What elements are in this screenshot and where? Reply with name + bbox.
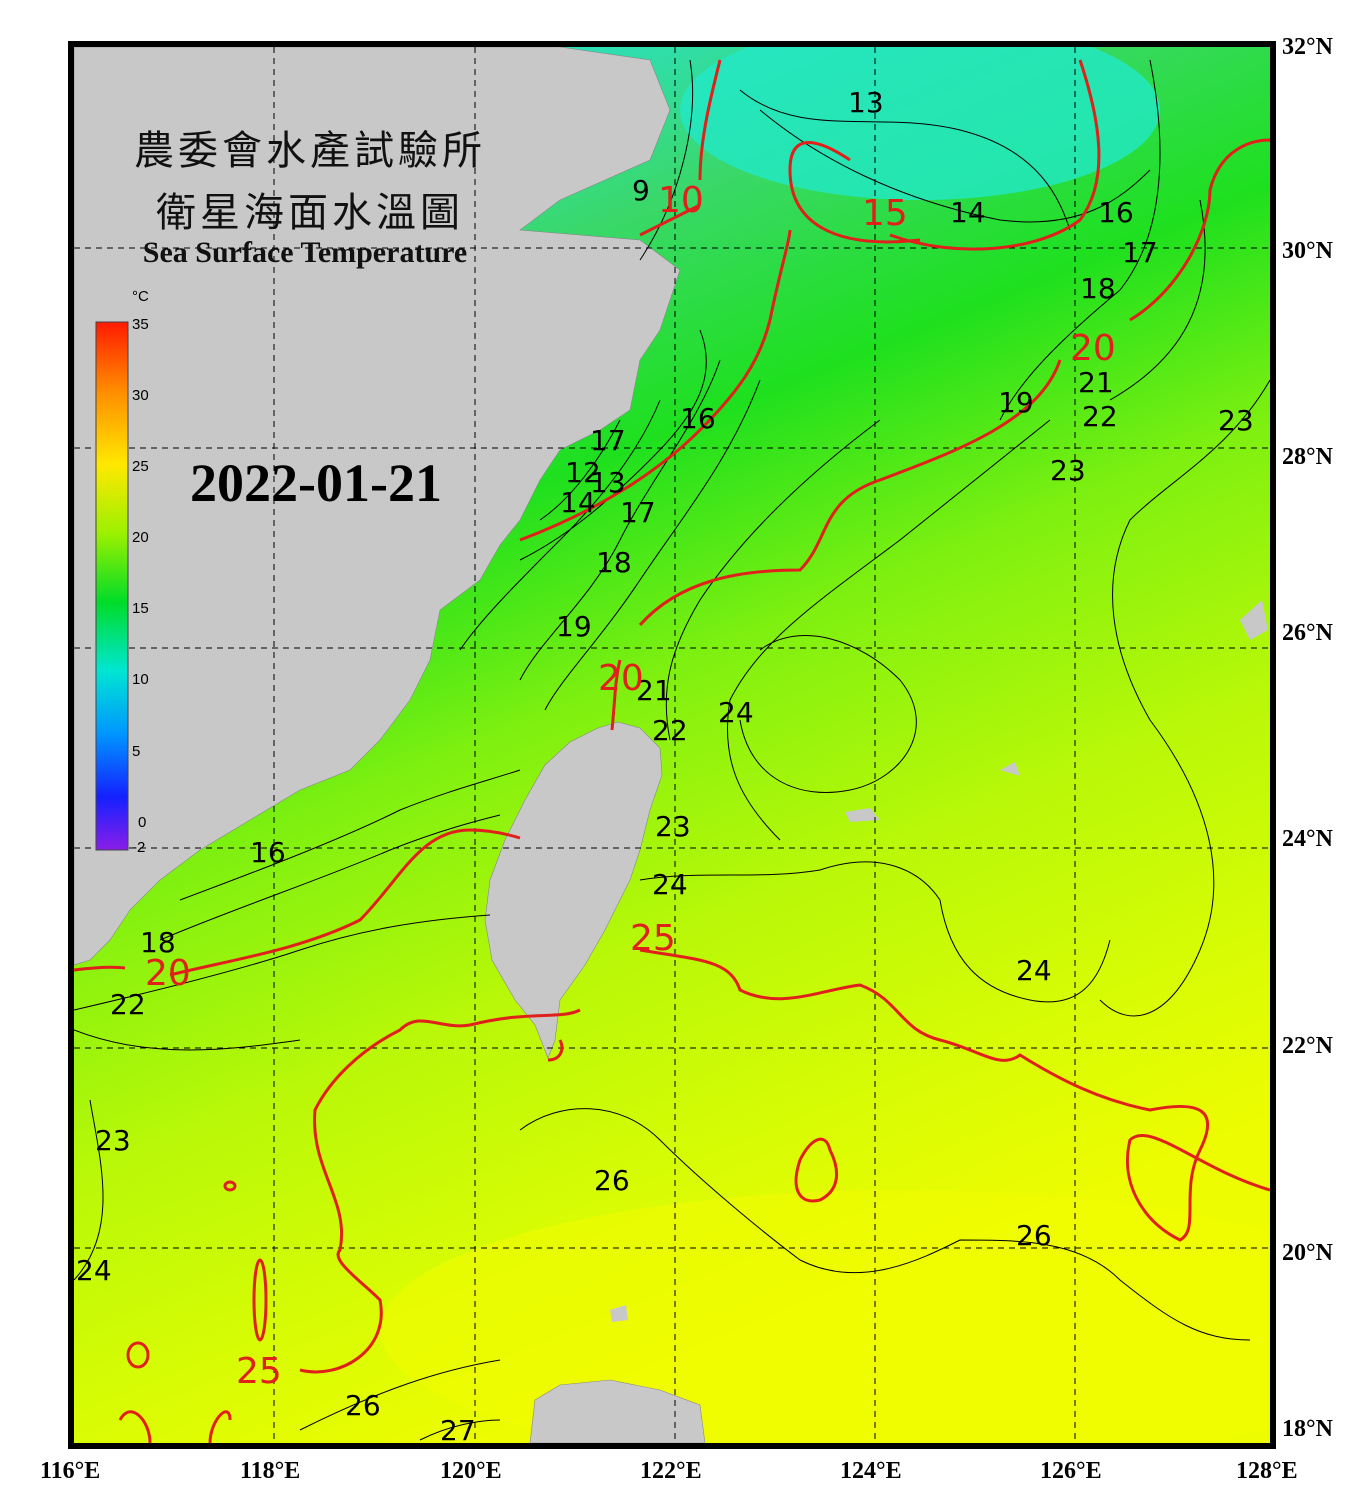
iso-label-red-20: 20: [1070, 328, 1116, 369]
luzon: [529, 1379, 706, 1443]
lat-label: 30°N: [1282, 238, 1334, 264]
map-frame: [68, 41, 1276, 1449]
isotherm-labels-black: 9 12 13 13 14 14 16 16 16 17 17 17 18 18…: [76, 86, 1254, 1447]
iso-label-26: 26: [345, 1389, 381, 1422]
lat-label: 24°N: [1282, 826, 1334, 852]
colorbar-tick: 0: [138, 814, 146, 831]
iso-label-23: 23: [1218, 404, 1254, 437]
iso-label-22: 22: [652, 714, 688, 747]
china-mainland: [74, 47, 681, 966]
colorbar: °C 35 30 25 20 15 10 5 0 -2: [95, 288, 149, 856]
colorbar-tick: 5: [132, 743, 140, 760]
iso-label-21: 21: [1078, 366, 1114, 399]
lat-label: 32°N: [1282, 34, 1334, 60]
iso-label-18: 18: [596, 546, 632, 579]
colorbar-tick: 30: [132, 387, 149, 404]
iso-label-17: 17: [620, 496, 656, 529]
lon-label: 128°E: [1236, 1458, 1298, 1484]
colorbar-tick: -2: [132, 839, 145, 856]
iso-label-26: 26: [1016, 1219, 1052, 1252]
iso-label-19: 19: [998, 386, 1034, 419]
iso-label-14: 14: [950, 196, 986, 229]
lat-label: 22°N: [1282, 1033, 1334, 1059]
small-island: [845, 808, 880, 822]
iso-label-red-25: 25: [236, 1351, 282, 1392]
iso-label-22: 22: [1082, 400, 1118, 433]
iso-label-13: 13: [848, 86, 884, 119]
iso-label-12: 12: [565, 456, 601, 489]
colorbar-tick: 25: [132, 458, 149, 475]
iso-label-13: 13: [590, 466, 626, 499]
lon-label: 126°E: [1040, 1458, 1102, 1484]
map-date: 2022-01-21: [190, 453, 442, 513]
lon-label: 122°E: [640, 1458, 702, 1484]
org-title: 農委會水產試驗所: [134, 128, 486, 174]
lat-label: 26°N: [1282, 620, 1334, 646]
graticule: [74, 47, 1270, 1443]
ryukyu-island: [1240, 600, 1268, 640]
isotherm-labels-red: 10 15 20 20 20 25 25: [145, 180, 1116, 1392]
iso-label-red-20: 20: [598, 658, 644, 699]
iso-label-16: 16: [250, 836, 286, 869]
iso-label-red-25: 25: [630, 918, 676, 959]
colorbar-gradient: [95, 321, 129, 851]
iso-label-18: 18: [1080, 272, 1116, 305]
iso-label-26: 26: [594, 1164, 630, 1197]
iso-label-16: 16: [680, 402, 716, 435]
colorbar-tick: 20: [132, 529, 149, 546]
lon-label: 120°E: [440, 1458, 502, 1484]
colorbar-tick: 15: [132, 600, 149, 617]
iso-label-24: 24: [1016, 954, 1052, 987]
iso-label-18: 18: [140, 926, 176, 959]
iso-label-23: 23: [95, 1124, 131, 1157]
lon-label: 116°E: [40, 1458, 100, 1484]
map-subtitle: 衛星海面水溫圖: [156, 190, 464, 236]
colorbar-tick: 10: [132, 671, 149, 688]
iso-label-19: 19: [556, 610, 592, 643]
map-title-english: Sea Surface Temperature: [142, 236, 468, 269]
minor-isotherms: [74, 59, 1270, 1441]
iso-label-red-15: 15: [862, 193, 908, 234]
iso-label-red-20: 20: [145, 953, 191, 994]
lat-label: 18°N: [1282, 1416, 1334, 1442]
longitude-labels: 116°E 118°E 120°E 122°E 124°E 126°E 128°…: [40, 1458, 1298, 1484]
lon-label: 124°E: [840, 1458, 902, 1484]
iso-label-21: 21: [636, 674, 672, 707]
small-island: [610, 1305, 628, 1322]
iso-label-24: 24: [76, 1254, 112, 1287]
lat-label: 20°N: [1282, 1240, 1334, 1266]
major-isotherms: [74, 59, 1270, 1443]
iso-label-17: 17: [1122, 236, 1158, 269]
iso-label-24: 24: [652, 868, 688, 901]
iso-label-23: 23: [1050, 454, 1086, 487]
colorbar-tick: 35: [132, 316, 149, 333]
warm-water-patch: [380, 1190, 1270, 1443]
taiwan: [484, 721, 663, 1059]
colorbar-unit: °C: [132, 288, 149, 305]
lon-label: 118°E: [240, 1458, 300, 1484]
small-island: [1000, 762, 1020, 776]
iso-label-17: 17: [590, 424, 626, 457]
iso-label-22: 22: [110, 988, 146, 1021]
iso-label-red-10: 10: [658, 180, 704, 221]
iso-label-23: 23: [655, 810, 691, 843]
iso-label-9: 9: [632, 174, 650, 207]
iso-label-27: 27: [440, 1414, 476, 1447]
lat-label: 28°N: [1282, 444, 1334, 470]
latitude-labels: 32°N 30°N 28°N 26°N 24°N 22°N 20°N 18°N: [1282, 34, 1334, 1442]
iso-label-24: 24: [718, 696, 754, 729]
iso-label-14: 14: [560, 486, 596, 519]
iso-label-16: 16: [1098, 196, 1134, 229]
